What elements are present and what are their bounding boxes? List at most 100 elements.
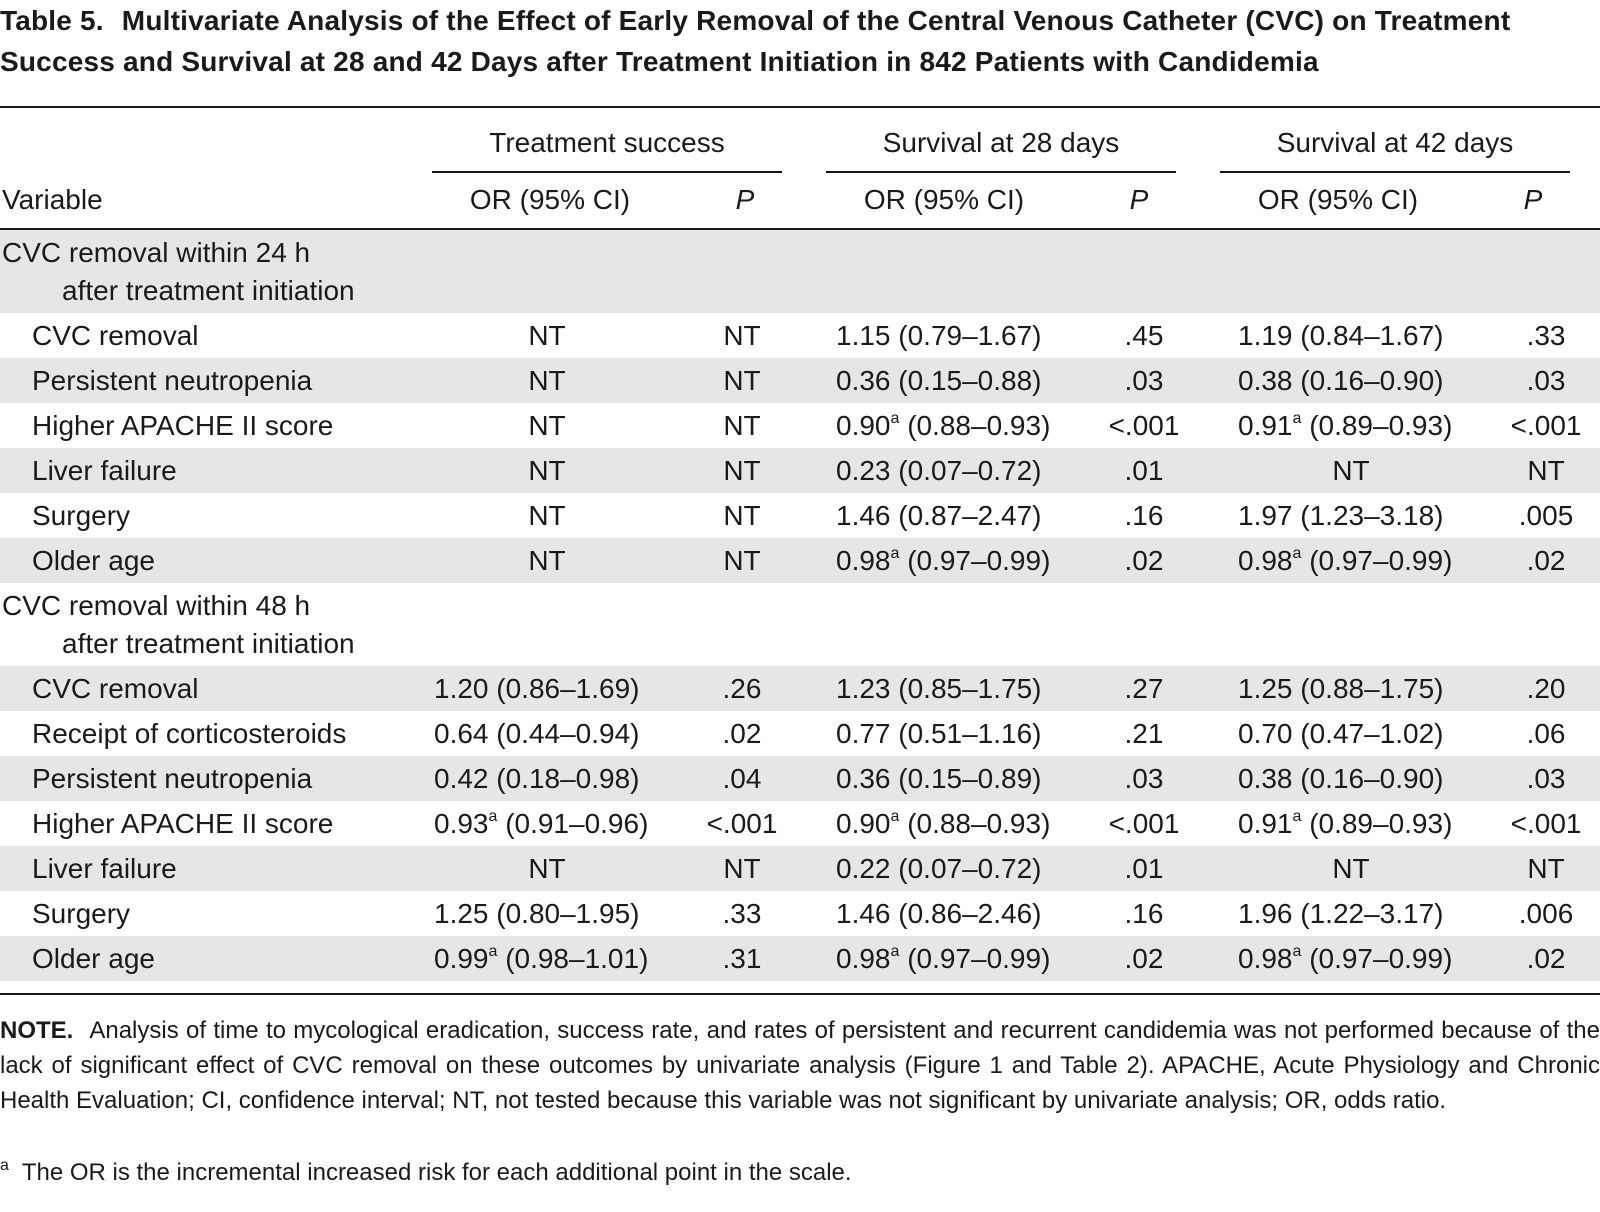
table-row: Surgery 1.25 (0.80–1.95) .33 1.46 (0.86–2.4…	[0, 891, 1600, 936]
s28-or-cell: 1.15 (0.79–1.67)	[834, 313, 1104, 358]
footnote-ref: a	[890, 545, 900, 562]
s42-or-cell: NT	[1236, 846, 1506, 891]
spacer-cell	[1204, 756, 1236, 801]
footnote-text: The OR is the incremental increased risk…	[21, 1159, 852, 1186]
odds-ratio: 1.97	[1238, 500, 1293, 531]
confidence-interval: (0.47–1.02)	[1300, 718, 1444, 749]
ts-p-cell: NT	[723, 320, 761, 351]
spacer-cell	[802, 666, 834, 711]
s28-or-cell: 0.23 (0.07–0.72)	[834, 448, 1104, 493]
spacer-cell	[1204, 313, 1236, 358]
group-header-survival-28: Survival at 28 days	[882, 127, 1120, 158]
table-row: Higher APACHE II score 0.93a (0.91–0.96) <…	[0, 801, 1600, 846]
confidence-interval: (0.88–0.93)	[907, 808, 1051, 839]
ts-or-cell: NT	[432, 493, 702, 538]
ts-p-cell: NT	[702, 538, 802, 583]
odds-ratio: 0.23	[836, 455, 891, 486]
spacer-cell	[802, 846, 834, 891]
confidence-interval: (0.07–0.72)	[898, 853, 1042, 884]
s42-p-cell: .03	[1506, 756, 1600, 801]
s28-or-cell: 0.90a (0.88–0.93)	[834, 801, 1104, 846]
s28-p-cell: .21	[1124, 718, 1164, 749]
ts-p-cell: .02	[722, 718, 762, 749]
s28-p-cell: .16	[1124, 500, 1164, 531]
top-rule	[0, 106, 1600, 108]
s42-p-cell: .006	[1518, 898, 1574, 929]
table-row: Older age NT NT 0.98a (0.97–0.99) .02 0.98a (…	[0, 538, 1600, 583]
spacer-cell	[802, 448, 834, 493]
s42-p-cell: <.001	[1510, 808, 1582, 839]
s28-p-cell: .01	[1104, 448, 1204, 493]
s28-p-cell: .01	[1104, 846, 1204, 891]
footnote-ref: a	[890, 410, 900, 427]
table-number: Table 5.	[0, 5, 104, 36]
variable-cell: Persistent neutropenia	[0, 756, 432, 801]
spacer-cell	[1204, 538, 1236, 583]
variable-cell: Higher APACHE II score	[32, 808, 334, 839]
ts-p-cell: NT	[723, 500, 761, 531]
confidence-interval: (0.87–2.47)	[898, 500, 1042, 531]
section-label: CVC removal within 24 h after treatment i…	[0, 230, 1600, 313]
variable-cell: CVC removal	[0, 666, 432, 711]
odds-ratio: 0.77	[836, 718, 891, 749]
table-row: CVC removal NT NT 1.15 (0.79–1.67) .45 1.19 (…	[0, 313, 1600, 358]
ts-or-cell: 1.25 (0.80–1.95)	[432, 891, 702, 936]
confidence-interval: (0.84–1.67)	[1300, 320, 1444, 351]
note-label: NOTE.	[0, 1017, 74, 1044]
s42-p-cell: <.001	[1510, 410, 1582, 441]
ts-p-cell: <.001	[706, 808, 778, 839]
s42-or-cell: 0.91a (0.89–0.93)	[1236, 801, 1506, 846]
column-header-or: OR (95% CI)	[1257, 184, 1419, 215]
column-header-p: P	[1129, 184, 1149, 215]
ts-or-cell: NT	[432, 538, 702, 583]
group-underline	[1220, 171, 1570, 173]
confidence-interval: (0.18–0.98)	[496, 763, 640, 794]
confidence-interval: (0.16–0.90)	[1300, 365, 1444, 396]
odds-ratio: NT	[528, 410, 566, 441]
s42-p-cell: NT	[1506, 448, 1600, 493]
results-table: CVC removal within 24 h after treatment i…	[0, 230, 1600, 981]
footnote-ref: a	[1292, 545, 1302, 562]
table-row: Receipt of corticosteroids 0.64 (0.44–0.9…	[0, 711, 1600, 756]
spacer-cell	[1204, 666, 1236, 711]
column-header-or: OR (95% CI)	[469, 184, 631, 215]
table-row: CVC removal 1.20 (0.86–1.69) .26 1.23 (0.85…	[0, 666, 1600, 711]
spacer-cell	[802, 891, 834, 936]
odds-ratio: 0.42	[434, 763, 489, 794]
footnote-marker: a	[0, 1157, 9, 1174]
odds-ratio: 0.70	[1238, 718, 1293, 749]
ts-p-cell: NT	[702, 448, 802, 493]
column-header-variable: Variable	[2, 184, 103, 215]
s28-p-cell: .03	[1104, 756, 1204, 801]
confidence-interval: (0.15–0.88)	[898, 365, 1042, 396]
section-row: CVC removal within 24 h after treatment i…	[0, 230, 1600, 313]
ts-p-cell: NT	[702, 358, 802, 403]
variable-cell: Older age	[0, 936, 432, 981]
s42-p-cell: .005	[1518, 500, 1574, 531]
spacer-cell	[1204, 493, 1236, 538]
odds-ratio: 0.90	[836, 808, 891, 839]
confidence-interval: (0.79–1.67)	[898, 320, 1042, 351]
ts-or-cell: 1.20 (0.86–1.69)	[432, 666, 702, 711]
s28-p-cell: <.001	[1108, 410, 1180, 441]
ts-p-cell: .33	[722, 898, 762, 929]
variable-cell: Surgery	[32, 898, 131, 929]
table-row: Liver failure NT NT 0.23 (0.07–0.72) .01 NT NT	[0, 448, 1600, 493]
odds-ratio: 0.91	[1238, 410, 1293, 441]
group-header-survival-42: Survival at 42 days	[1276, 127, 1514, 158]
ts-p-cell: .04	[702, 756, 802, 801]
footnote-ref: a	[488, 943, 498, 960]
s42-p-cell: .06	[1526, 718, 1566, 749]
table-title: Table 5. Multivariate Analysis of the Eff…	[0, 0, 1600, 82]
ts-p-cell: NT	[702, 846, 802, 891]
footnote-ref: a	[1292, 410, 1302, 427]
spacer-cell	[802, 493, 834, 538]
s42-or-cell: NT	[1236, 448, 1506, 493]
spacer-cell	[802, 358, 834, 403]
s42-or-cell: 0.91a (0.89–0.93)	[1236, 403, 1506, 448]
s42-p-cell: .03	[1506, 358, 1600, 403]
s28-p-cell: .16	[1124, 898, 1164, 929]
odds-ratio: 0.90	[836, 410, 891, 441]
s28-or-cell: 1.46 (0.87–2.47)	[834, 493, 1104, 538]
ts-or-cell: 0.64 (0.44–0.94)	[432, 711, 702, 756]
